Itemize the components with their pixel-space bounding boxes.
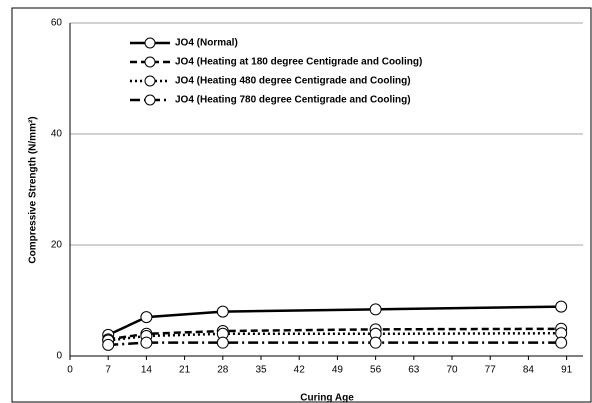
x-tick-label: 84 [523,365,535,376]
data-point [216,305,229,318]
x-tick-label: 77 [485,365,497,376]
data-point [555,336,568,349]
x-tick-label: 42 [294,365,306,376]
y-tick-label: 0 [56,351,62,362]
x-tick-label: 14 [141,365,153,376]
series-line [108,331,562,342]
x-axis-title: Curing Age [300,393,354,403]
data-point [369,336,382,349]
data-point [555,300,568,313]
legend-marker [144,37,156,49]
x-tick-label: 91 [561,365,573,376]
data-point [140,311,153,324]
x-tick-label: 28 [217,365,229,376]
chart-frame [11,7,592,403]
x-tick-label: 63 [408,365,420,376]
data-point [140,336,153,349]
x-tick-label: 21 [179,365,191,376]
data-point [369,303,382,316]
x-tick-label: 49 [332,365,344,376]
y-axis-title: Compressive Strength (N/mm²) [28,116,39,263]
y-tick-label: 20 [51,240,63,251]
legend-marker [144,94,156,106]
y-tick-label: 60 [51,18,63,29]
legend-label: JO4 (Heating 780 degree Centigrade and C… [175,95,411,106]
legend-label: JO4 (Heating at 180 degree Centigrade an… [175,57,422,68]
series-line [108,341,562,347]
y-tick-label: 40 [51,129,63,140]
x-tick-label: 0 [67,365,73,376]
legend-marker [144,75,156,87]
x-tick-label: 35 [255,365,267,376]
x-tick-label: 7 [105,365,111,376]
x-tick-label: 70 [446,365,458,376]
legend-label: JO4 (Normal) [175,38,238,49]
legend-label: JO4 (Heating 480 degree Centigrade and C… [175,76,411,87]
x-tick-label: 56 [370,365,382,376]
data-point [102,338,115,351]
legend-marker [144,56,156,68]
data-point [216,336,229,349]
